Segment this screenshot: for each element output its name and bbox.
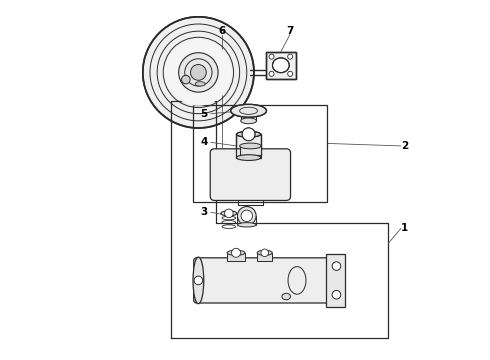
Circle shape xyxy=(224,209,233,218)
Ellipse shape xyxy=(195,82,205,86)
Circle shape xyxy=(179,53,218,92)
Ellipse shape xyxy=(236,155,261,161)
Ellipse shape xyxy=(257,250,272,255)
Bar xyxy=(257,253,272,261)
Circle shape xyxy=(165,39,232,106)
Text: 4: 4 xyxy=(200,138,207,147)
Text: 5: 5 xyxy=(200,109,207,119)
Bar xyxy=(266,52,296,79)
Bar xyxy=(193,105,327,202)
Circle shape xyxy=(288,54,293,59)
Ellipse shape xyxy=(272,58,289,73)
Text: 6: 6 xyxy=(218,26,225,36)
Text: 2: 2 xyxy=(401,141,408,151)
Ellipse shape xyxy=(240,143,261,149)
Circle shape xyxy=(241,210,252,222)
Ellipse shape xyxy=(227,250,245,255)
Circle shape xyxy=(332,291,341,299)
Circle shape xyxy=(194,276,203,285)
Circle shape xyxy=(332,262,341,270)
FancyBboxPatch shape xyxy=(194,258,336,303)
Bar xyxy=(266,52,296,79)
Circle shape xyxy=(191,64,206,80)
Circle shape xyxy=(238,207,256,225)
Bar xyxy=(236,134,261,158)
Circle shape xyxy=(261,249,269,257)
Circle shape xyxy=(232,248,241,257)
Bar xyxy=(240,146,261,155)
Circle shape xyxy=(242,128,255,141)
Circle shape xyxy=(143,17,254,128)
Circle shape xyxy=(181,75,190,84)
Text: 7: 7 xyxy=(286,26,294,36)
Circle shape xyxy=(269,54,274,59)
Ellipse shape xyxy=(193,257,204,304)
Bar xyxy=(326,254,345,307)
Circle shape xyxy=(288,71,293,76)
Ellipse shape xyxy=(238,223,256,227)
Bar xyxy=(227,253,245,261)
Text: 3: 3 xyxy=(200,207,207,217)
Text: 1: 1 xyxy=(401,224,408,233)
Ellipse shape xyxy=(236,131,261,137)
Ellipse shape xyxy=(231,104,267,117)
Ellipse shape xyxy=(241,118,256,124)
Ellipse shape xyxy=(282,293,291,300)
Bar xyxy=(236,134,261,158)
FancyBboxPatch shape xyxy=(210,149,291,201)
Circle shape xyxy=(269,71,274,76)
Ellipse shape xyxy=(221,211,237,216)
